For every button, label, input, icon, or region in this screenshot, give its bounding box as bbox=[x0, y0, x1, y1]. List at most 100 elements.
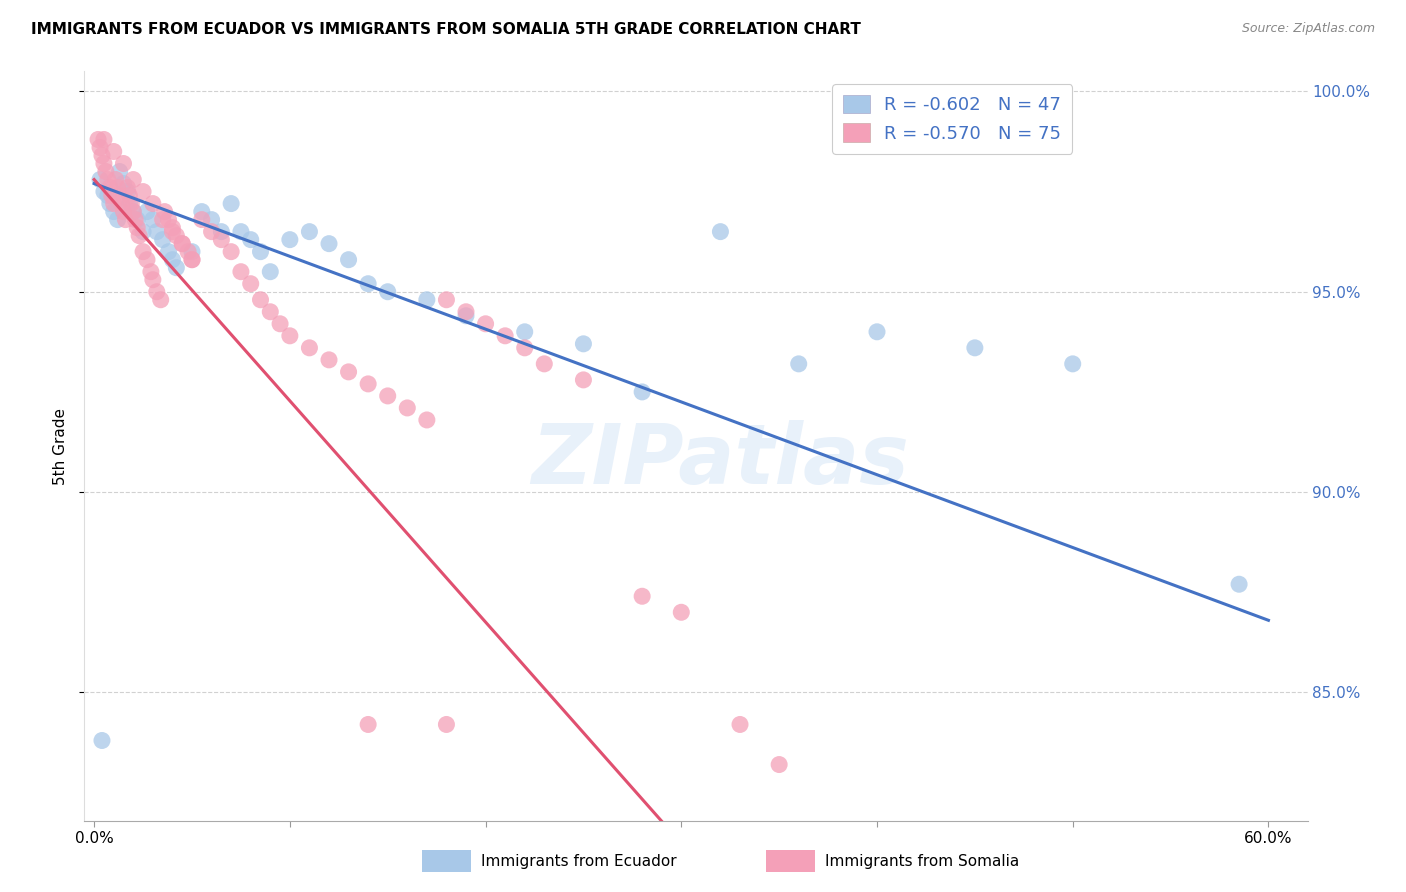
Point bbox=[103, 145, 125, 159]
Point bbox=[152, 212, 174, 227]
Point bbox=[162, 220, 184, 235]
Text: Source: ZipAtlas.com: Source: ZipAtlas.com bbox=[1241, 22, 1375, 36]
Point bbox=[122, 172, 145, 186]
Point bbox=[94, 164, 117, 178]
Point bbox=[122, 204, 145, 219]
Point bbox=[157, 244, 180, 259]
Point bbox=[1062, 357, 1084, 371]
Point bbox=[219, 244, 242, 259]
Point bbox=[181, 252, 204, 267]
Point bbox=[357, 277, 380, 291]
Point bbox=[177, 244, 200, 259]
Point bbox=[209, 233, 232, 247]
Point bbox=[337, 252, 360, 267]
Point bbox=[87, 132, 110, 146]
Point bbox=[122, 204, 145, 219]
Point bbox=[110, 196, 132, 211]
Point bbox=[377, 389, 399, 403]
Point bbox=[117, 180, 139, 194]
Point bbox=[318, 352, 340, 367]
Point bbox=[181, 244, 204, 259]
Point bbox=[118, 196, 141, 211]
Point bbox=[259, 305, 281, 319]
Point bbox=[124, 212, 146, 227]
Text: Immigrants from Somalia: Immigrants from Somalia bbox=[825, 855, 1019, 869]
Point bbox=[963, 341, 986, 355]
Point bbox=[162, 225, 184, 239]
Point bbox=[631, 589, 654, 603]
Point bbox=[572, 373, 595, 387]
Point bbox=[165, 260, 187, 275]
Point bbox=[249, 293, 271, 307]
Point bbox=[436, 717, 458, 731]
Point bbox=[572, 336, 595, 351]
Point bbox=[100, 188, 122, 202]
Point bbox=[249, 244, 271, 259]
Point bbox=[631, 384, 654, 399]
Point bbox=[494, 328, 516, 343]
Point bbox=[298, 225, 321, 239]
Point bbox=[127, 220, 149, 235]
Point bbox=[474, 317, 496, 331]
Point bbox=[89, 140, 111, 154]
Point bbox=[146, 225, 169, 239]
Point bbox=[768, 757, 790, 772]
Point bbox=[93, 156, 115, 170]
Point bbox=[229, 225, 252, 239]
Text: ZIPatlas: ZIPatlas bbox=[531, 420, 910, 501]
Point bbox=[454, 309, 477, 323]
Point bbox=[107, 212, 129, 227]
Point bbox=[136, 252, 159, 267]
Y-axis label: 5th Grade: 5th Grade bbox=[53, 408, 69, 484]
Text: IMMIGRANTS FROM ECUADOR VS IMMIGRANTS FROM SOMALIA 5TH GRADE CORRELATION CHART: IMMIGRANTS FROM ECUADOR VS IMMIGRANTS FR… bbox=[31, 22, 860, 37]
Point bbox=[278, 233, 301, 247]
Point bbox=[671, 605, 693, 619]
Point bbox=[139, 265, 162, 279]
Point bbox=[513, 341, 536, 355]
Point bbox=[91, 148, 114, 162]
Point bbox=[191, 212, 214, 227]
Point bbox=[416, 293, 439, 307]
Point bbox=[98, 196, 121, 211]
Point bbox=[337, 365, 360, 379]
Point bbox=[436, 293, 458, 307]
Point bbox=[132, 225, 155, 239]
Point bbox=[357, 717, 380, 731]
Point bbox=[209, 225, 232, 239]
Point bbox=[200, 225, 222, 239]
Point bbox=[278, 328, 301, 343]
Point bbox=[132, 185, 155, 199]
Point bbox=[104, 172, 127, 186]
Point bbox=[103, 204, 125, 219]
Point bbox=[117, 185, 139, 199]
Point bbox=[91, 733, 114, 747]
Point bbox=[157, 212, 180, 227]
Point bbox=[172, 236, 194, 251]
Point bbox=[866, 325, 889, 339]
Point bbox=[191, 204, 214, 219]
Point bbox=[142, 273, 165, 287]
Point bbox=[146, 285, 169, 299]
Point bbox=[136, 204, 159, 219]
Point bbox=[112, 177, 135, 191]
Point bbox=[108, 164, 131, 178]
Point bbox=[239, 277, 262, 291]
Point bbox=[787, 357, 810, 371]
Point bbox=[219, 196, 242, 211]
Point bbox=[149, 293, 172, 307]
Point bbox=[513, 325, 536, 339]
Point bbox=[103, 196, 125, 211]
Point bbox=[97, 172, 120, 186]
Point bbox=[152, 233, 174, 247]
Point bbox=[142, 196, 165, 211]
Point bbox=[1227, 577, 1250, 591]
Point bbox=[416, 413, 439, 427]
Point bbox=[259, 265, 281, 279]
Point bbox=[298, 341, 321, 355]
Point bbox=[153, 204, 176, 219]
Point bbox=[128, 228, 150, 243]
Point bbox=[93, 185, 115, 199]
Point bbox=[93, 132, 115, 146]
Point bbox=[127, 212, 149, 227]
Point bbox=[229, 265, 252, 279]
